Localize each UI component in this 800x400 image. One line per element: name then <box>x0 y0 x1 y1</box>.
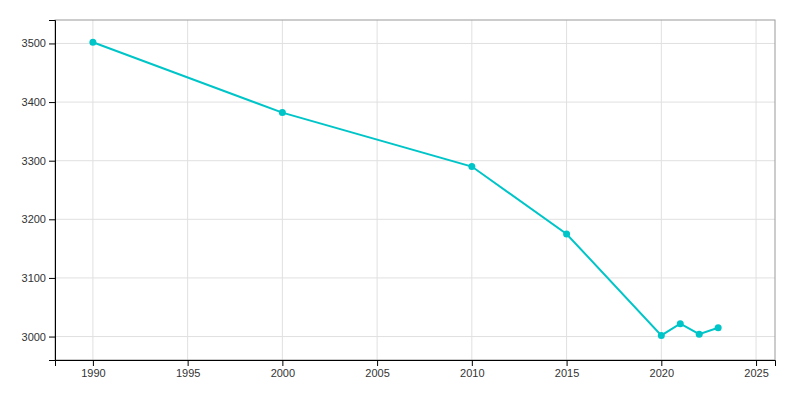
tick: 2010 <box>460 360 484 379</box>
grid-line-x <box>471 20 472 360</box>
point <box>715 324 722 331</box>
marks <box>89 39 721 339</box>
tick-mark <box>49 161 55 162</box>
grid-line-y <box>55 219 775 220</box>
tick-mark <box>49 43 55 44</box>
tick: 3200 <box>22 213 55 225</box>
tick-label: 2020 <box>650 367 674 379</box>
chart: 1990 1995 2000 2005 2010 2015 2020 2025 3000 3100… <box>0 0 800 400</box>
tick: 2005 <box>365 360 389 379</box>
point <box>677 320 684 327</box>
grid-line-y <box>55 102 775 103</box>
point <box>468 163 475 170</box>
grid-line-x <box>187 20 188 360</box>
tick-mark <box>661 360 662 366</box>
tick-label: 3000 <box>22 331 46 343</box>
tick-label: 3100 <box>22 272 46 284</box>
grid-line-y <box>55 43 775 44</box>
tick: 1990 <box>81 360 105 379</box>
grid-line-x <box>92 20 93 360</box>
tick-label: 2025 <box>744 367 768 379</box>
grid-line-x <box>661 20 662 360</box>
tick-mark <box>188 360 189 366</box>
tick-mark <box>472 360 473 366</box>
plot-frame <box>55 20 775 360</box>
tick-label: 2010 <box>460 367 484 379</box>
tick-mark <box>49 278 55 279</box>
point <box>658 332 665 339</box>
point <box>89 39 96 46</box>
tick-label: 3500 <box>22 37 46 49</box>
line <box>93 42 718 335</box>
tick: 2025 <box>744 360 768 379</box>
tick-mark <box>567 360 568 366</box>
axis-line <box>49 21 56 361</box>
tick: 3400 <box>22 96 55 108</box>
y-axis: 3000 3100 3200 3300 3400 3500 <box>22 21 56 361</box>
grid-line-x <box>377 20 378 360</box>
point <box>696 331 703 338</box>
tick-label: 2015 <box>555 367 579 379</box>
grid-line-y <box>55 336 775 337</box>
grid <box>55 20 775 360</box>
tick-label: 1995 <box>176 367 200 379</box>
tick: 2020 <box>650 360 674 379</box>
tick: 3100 <box>22 272 55 284</box>
grid-line-x <box>282 20 283 360</box>
tick: 3500 <box>22 37 55 49</box>
grid-line-x <box>756 20 757 360</box>
tick-mark <box>377 360 378 366</box>
tick: 3000 <box>22 331 55 343</box>
tick: 3300 <box>22 155 55 167</box>
tick: 1995 <box>176 360 200 379</box>
tick: 2015 <box>555 360 579 379</box>
tick-label: 2000 <box>271 367 295 379</box>
tick: 2000 <box>271 360 295 379</box>
tick-mark <box>49 337 55 338</box>
point <box>279 109 286 116</box>
tick-mark <box>93 360 94 366</box>
tick-mark <box>49 219 55 220</box>
tick-mark <box>49 102 55 103</box>
tick-mark <box>282 360 283 366</box>
tick-label: 3200 <box>22 213 46 225</box>
grid-line-x <box>566 20 567 360</box>
tick-label: 1990 <box>81 367 105 379</box>
x-axis: 1990 1995 2000 2005 2010 2015 2020 2025 <box>56 360 776 379</box>
grid-line-y <box>55 277 775 278</box>
plot: 1990 1995 2000 2005 2010 2015 2020 2025 3000 3100… <box>22 20 776 379</box>
tick-mark <box>756 360 757 366</box>
point <box>563 230 570 237</box>
axis-line <box>56 361 776 367</box>
tick-label: 3300 <box>22 155 46 167</box>
grid-line-y <box>55 160 775 161</box>
tick-label: 2005 <box>365 367 389 379</box>
tick-label: 3400 <box>22 96 46 108</box>
